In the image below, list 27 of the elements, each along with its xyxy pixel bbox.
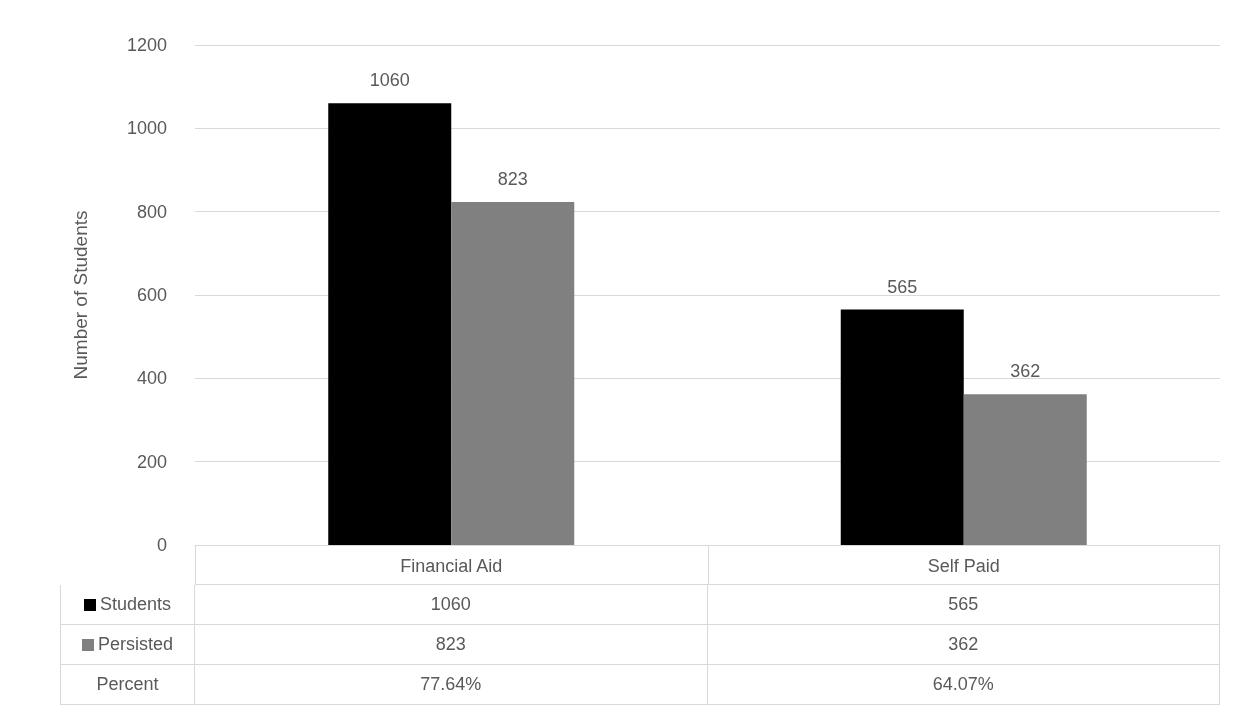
text: 77.64% [195, 665, 708, 705]
text: 1060 [195, 585, 708, 625]
text: 362 [707, 625, 1220, 665]
y-axis-title: Number of Students [70, 210, 91, 380]
data-label: 565 [887, 276, 918, 297]
text: 565 [707, 585, 1220, 625]
y-tick-label: 600 [136, 285, 167, 305]
data-label: 823 [497, 169, 528, 190]
y-tick-label: 1200 [126, 35, 167, 55]
legend-label: Persisted [97, 634, 174, 655]
y-tick-label: 400 [136, 368, 167, 389]
bar [328, 103, 452, 545]
text: 823 [195, 625, 708, 665]
y-tick-label: 1000 [126, 118, 167, 139]
data-label: 1060 [369, 70, 410, 91]
x-tick-label: Self Paid [927, 556, 1000, 576]
legend-label: Students [99, 594, 172, 615]
data-label: 362 [1010, 361, 1041, 382]
text: Percent [60, 665, 195, 705]
text: 64.07% [707, 665, 1220, 705]
bar [963, 394, 1087, 545]
y-tick-label: 800 [136, 201, 167, 222]
bar [451, 202, 575, 545]
y-tick-label: 200 [136, 451, 167, 472]
x-tick-label: Financial Aid [400, 556, 503, 576]
y-tick-label: 0 [156, 535, 167, 555]
bar [840, 309, 964, 545]
